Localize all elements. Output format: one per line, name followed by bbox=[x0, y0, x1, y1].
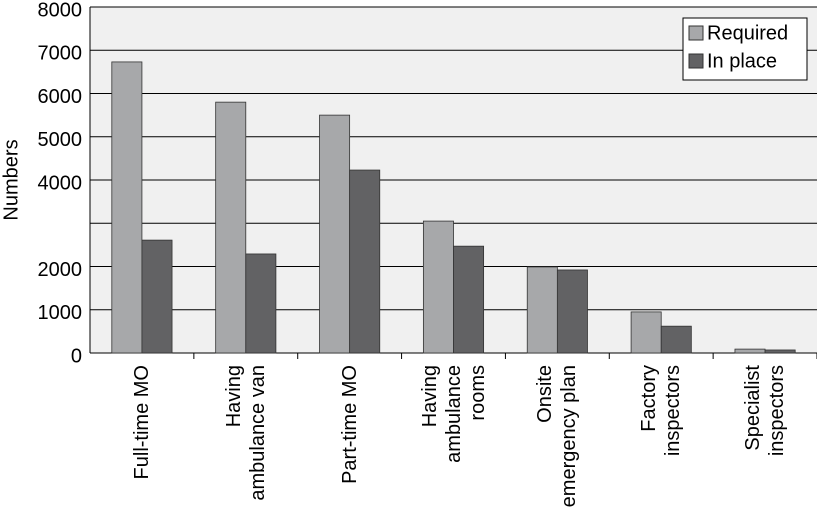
bar bbox=[734, 348, 766, 354]
x-tick-label: Full-time MO bbox=[130, 365, 153, 480]
bar bbox=[245, 253, 277, 354]
legend-box bbox=[682, 17, 808, 81]
legend-label: In place bbox=[707, 50, 777, 72]
x-tick-label: Having ambulance van bbox=[222, 365, 269, 501]
bar bbox=[349, 169, 381, 354]
bar bbox=[556, 269, 588, 354]
bar bbox=[526, 266, 558, 354]
bar bbox=[660, 325, 692, 354]
bar bbox=[111, 61, 143, 354]
x-tick-label: Having ambulance rooms bbox=[418, 365, 489, 463]
bar bbox=[453, 245, 485, 354]
legend-swatch bbox=[688, 53, 704, 69]
y-tick-label: 7000 bbox=[38, 43, 83, 65]
y-tick-label: 6000 bbox=[38, 86, 83, 108]
bar bbox=[630, 311, 662, 354]
y-tick-label: 5000 bbox=[38, 129, 83, 151]
bar bbox=[422, 220, 454, 354]
bar bbox=[215, 101, 247, 354]
y-tick-label: 0 bbox=[71, 345, 82, 367]
y-tick-label: 8000 bbox=[38, 0, 83, 21]
y-tick-label: 2000 bbox=[38, 259, 83, 281]
y-axis-label: Numbers bbox=[0, 139, 22, 220]
bar bbox=[141, 239, 173, 354]
x-tick-label: Factory inspectors bbox=[638, 365, 685, 457]
y-tick-label: 1000 bbox=[38, 302, 83, 324]
y-tick-label: 4000 bbox=[38, 172, 83, 194]
bar bbox=[764, 349, 796, 354]
legend-swatch bbox=[688, 25, 704, 41]
x-tick-label: Part-time MO bbox=[338, 365, 361, 484]
x-tick-label: Specialist inspectors bbox=[742, 365, 789, 457]
bar bbox=[319, 114, 351, 354]
legend-label: Required bbox=[707, 22, 788, 44]
x-tick-label: Onsite emergency plan bbox=[534, 365, 581, 508]
